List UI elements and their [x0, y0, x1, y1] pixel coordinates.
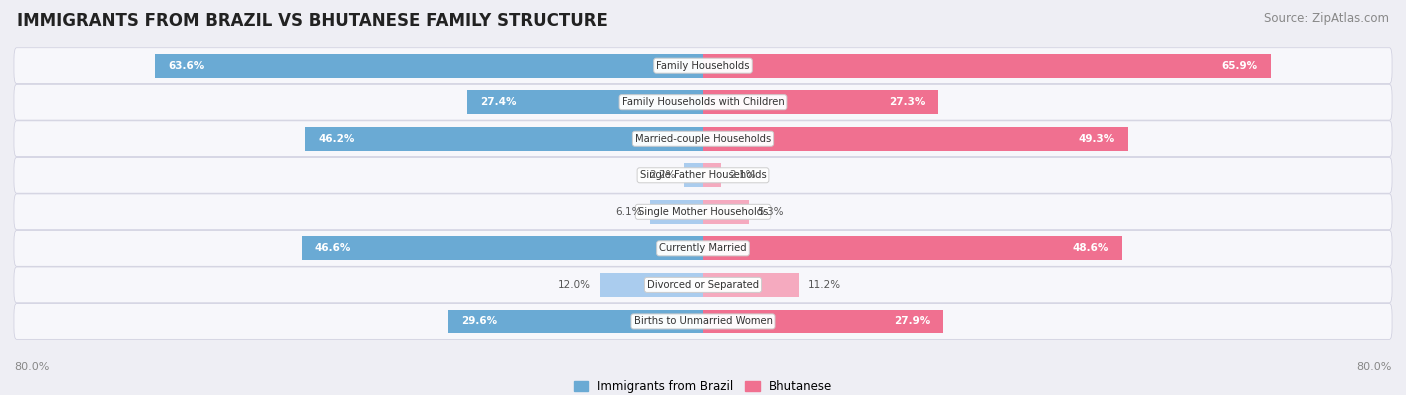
- Bar: [703, 237, 1122, 260]
- Text: 12.0%: 12.0%: [558, 280, 591, 290]
- FancyBboxPatch shape: [14, 267, 1392, 303]
- Bar: [703, 200, 748, 224]
- Bar: [703, 90, 938, 114]
- Bar: [449, 310, 703, 333]
- Text: 29.6%: 29.6%: [461, 316, 498, 326]
- Bar: [599, 273, 703, 297]
- Bar: [467, 90, 703, 114]
- Bar: [703, 164, 721, 187]
- Text: Single Father Households: Single Father Households: [640, 170, 766, 180]
- Text: Births to Unmarried Women: Births to Unmarried Women: [634, 316, 772, 326]
- Text: 80.0%: 80.0%: [1357, 362, 1392, 372]
- Bar: [685, 164, 703, 187]
- Text: 27.4%: 27.4%: [479, 97, 516, 107]
- Text: 27.3%: 27.3%: [889, 97, 925, 107]
- Text: 2.2%: 2.2%: [650, 170, 675, 180]
- Text: Source: ZipAtlas.com: Source: ZipAtlas.com: [1264, 12, 1389, 25]
- Text: 48.6%: 48.6%: [1073, 243, 1108, 253]
- Text: 65.9%: 65.9%: [1222, 61, 1257, 71]
- Text: 80.0%: 80.0%: [14, 362, 49, 372]
- Bar: [703, 273, 800, 297]
- Bar: [703, 310, 943, 333]
- Text: IMMIGRANTS FROM BRAZIL VS BHUTANESE FAMILY STRUCTURE: IMMIGRANTS FROM BRAZIL VS BHUTANESE FAMI…: [17, 12, 607, 30]
- FancyBboxPatch shape: [14, 303, 1392, 339]
- Text: 49.3%: 49.3%: [1078, 134, 1115, 144]
- Text: Family Households with Children: Family Households with Children: [621, 97, 785, 107]
- Text: Currently Married: Currently Married: [659, 243, 747, 253]
- FancyBboxPatch shape: [14, 194, 1392, 230]
- Text: 27.9%: 27.9%: [894, 316, 931, 326]
- Text: Married-couple Households: Married-couple Households: [636, 134, 770, 144]
- Text: 5.3%: 5.3%: [758, 207, 783, 217]
- Text: 46.2%: 46.2%: [318, 134, 354, 144]
- Text: 2.1%: 2.1%: [730, 170, 756, 180]
- Bar: [302, 237, 703, 260]
- FancyBboxPatch shape: [14, 230, 1392, 266]
- Text: 46.6%: 46.6%: [315, 243, 352, 253]
- Bar: [651, 200, 703, 224]
- Text: Single Mother Households: Single Mother Households: [638, 207, 768, 217]
- Bar: [703, 54, 1271, 77]
- Bar: [703, 127, 1128, 150]
- FancyBboxPatch shape: [14, 84, 1392, 120]
- FancyBboxPatch shape: [14, 48, 1392, 84]
- Bar: [305, 127, 703, 150]
- Text: Family Households: Family Households: [657, 61, 749, 71]
- Bar: [155, 54, 703, 77]
- Text: 11.2%: 11.2%: [808, 280, 841, 290]
- FancyBboxPatch shape: [14, 121, 1392, 157]
- FancyBboxPatch shape: [14, 157, 1392, 193]
- Legend: Immigrants from Brazil, Bhutanese: Immigrants from Brazil, Bhutanese: [569, 376, 837, 395]
- Text: 63.6%: 63.6%: [169, 61, 204, 71]
- Text: Divorced or Separated: Divorced or Separated: [647, 280, 759, 290]
- Text: 6.1%: 6.1%: [616, 207, 643, 217]
